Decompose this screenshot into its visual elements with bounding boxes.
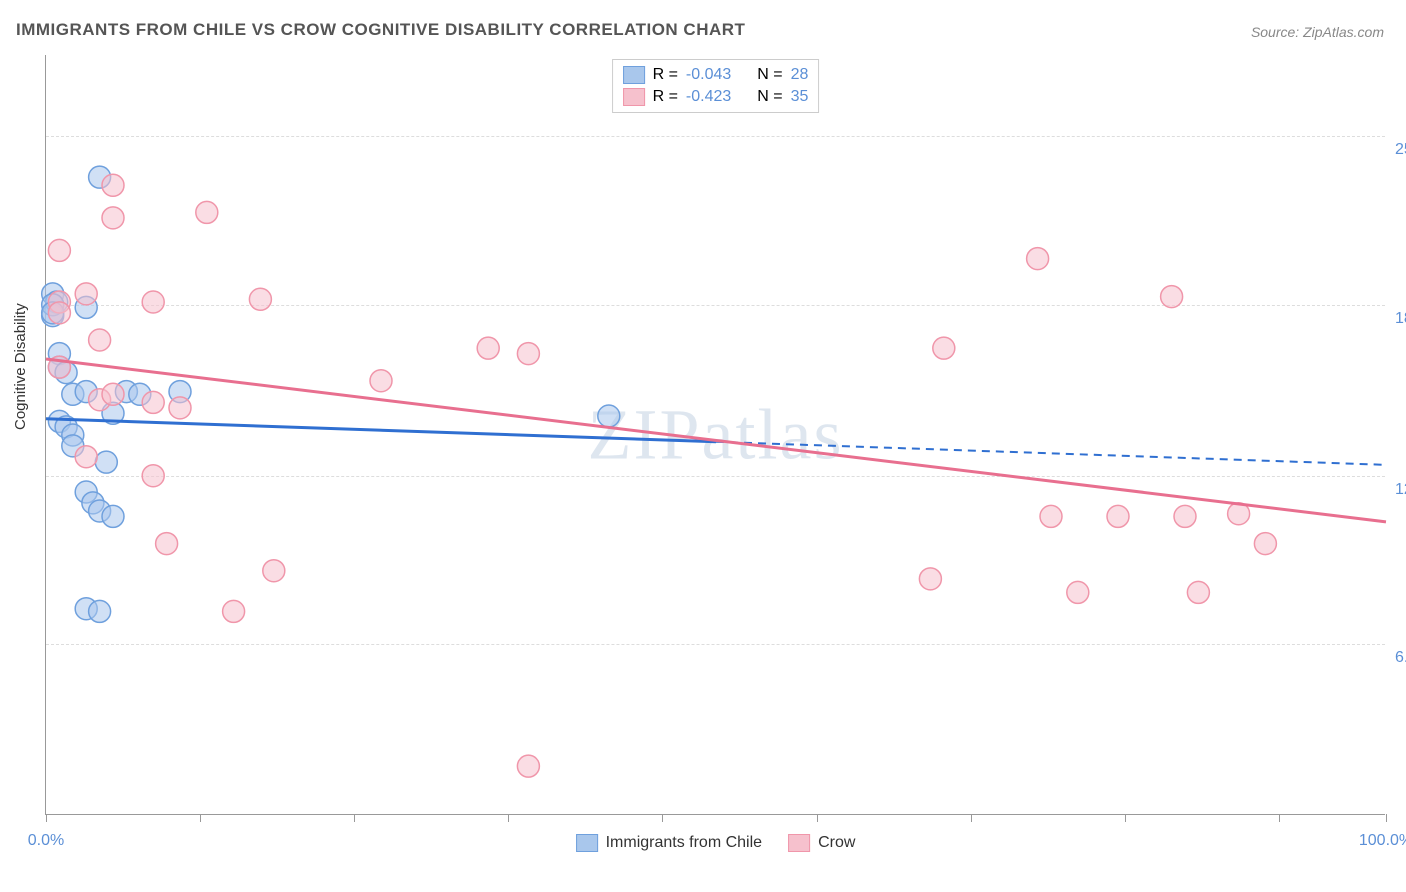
legend-label-series-2: Crow xyxy=(818,834,855,852)
legend-n-value-2: 35 xyxy=(791,88,809,106)
legend-series: Immigrants from Chile Crow xyxy=(576,834,856,852)
legend-swatch-series-2 xyxy=(623,88,645,106)
data-point xyxy=(102,207,124,229)
x-tick xyxy=(354,814,355,822)
data-point xyxy=(95,451,117,473)
data-point xyxy=(223,600,245,622)
legend-n-value-1: 28 xyxy=(791,66,809,84)
x-tick xyxy=(200,814,201,822)
y-tick-label: 12.5% xyxy=(1387,481,1406,499)
data-point xyxy=(48,302,70,324)
data-point xyxy=(1174,505,1196,527)
x-tick xyxy=(508,814,509,822)
data-point xyxy=(169,397,191,419)
data-point xyxy=(156,533,178,555)
legend-r-value-2: -0.423 xyxy=(686,88,731,106)
x-tick xyxy=(971,814,972,822)
data-point xyxy=(89,600,111,622)
plot-area: ZIPatlas 6.3%12.5%18.8%25.0% R = -0.043 … xyxy=(45,55,1385,815)
data-point xyxy=(1067,581,1089,603)
legend-r-value-1: -0.043 xyxy=(686,66,731,84)
scatter-plot xyxy=(46,55,1385,814)
y-tick-label: 6.3% xyxy=(1387,649,1406,667)
data-point xyxy=(89,329,111,351)
legend-n-label: N = xyxy=(757,88,782,106)
data-point xyxy=(1161,286,1183,308)
data-point xyxy=(102,505,124,527)
data-point xyxy=(919,568,941,590)
legend-item-series-2: Crow xyxy=(788,834,855,852)
data-point xyxy=(142,465,164,487)
x-tick xyxy=(817,814,818,822)
data-point xyxy=(1187,581,1209,603)
data-point xyxy=(1027,248,1049,270)
source-label: Source: ZipAtlas.com xyxy=(1251,24,1384,40)
data-point xyxy=(75,283,97,305)
chart-title: IMMIGRANTS FROM CHILE VS CROW COGNITIVE … xyxy=(16,20,745,40)
legend-row-series-1: R = -0.043 N = 28 xyxy=(623,64,809,86)
data-point xyxy=(142,291,164,313)
data-point xyxy=(1107,505,1129,527)
legend-swatch-series-1 xyxy=(623,66,645,84)
data-point xyxy=(517,343,539,365)
x-tick xyxy=(662,814,663,822)
data-point xyxy=(370,370,392,392)
trend-line xyxy=(46,359,1386,522)
y-tick-label: 18.8% xyxy=(1387,310,1406,328)
data-point xyxy=(102,383,124,405)
data-point xyxy=(75,446,97,468)
x-tick-label: 100.0% xyxy=(1359,832,1406,850)
legend-n-label: N = xyxy=(757,66,782,84)
legend-item-series-1: Immigrants from Chile xyxy=(576,834,762,852)
data-point xyxy=(517,755,539,777)
x-tick xyxy=(1386,814,1387,822)
data-point xyxy=(598,405,620,427)
x-tick xyxy=(1279,814,1280,822)
data-point xyxy=(1040,505,1062,527)
data-point xyxy=(249,288,271,310)
data-point xyxy=(48,239,70,261)
data-point xyxy=(142,391,164,413)
x-tick xyxy=(1125,814,1126,822)
data-point xyxy=(1254,533,1276,555)
legend-r-label: R = xyxy=(653,66,678,84)
legend-row-series-2: R = -0.423 N = 35 xyxy=(623,86,809,108)
data-point xyxy=(263,560,285,582)
y-tick-label: 25.0% xyxy=(1387,141,1406,159)
legend-swatch-icon xyxy=(576,834,598,852)
legend-swatch-icon xyxy=(788,834,810,852)
data-point xyxy=(102,174,124,196)
data-point xyxy=(477,337,499,359)
chart-container: IMMIGRANTS FROM CHILE VS CROW COGNITIVE … xyxy=(0,0,1406,892)
x-tick xyxy=(46,814,47,822)
legend-r-label: R = xyxy=(653,88,678,106)
x-tick-label: 0.0% xyxy=(28,832,64,850)
data-point xyxy=(196,201,218,223)
legend-label-series-1: Immigrants from Chile xyxy=(606,834,762,852)
legend-correlation: R = -0.043 N = 28 R = -0.423 N = 35 xyxy=(612,59,820,113)
data-point xyxy=(933,337,955,359)
y-axis-title: Cognitive Disability xyxy=(12,303,29,430)
